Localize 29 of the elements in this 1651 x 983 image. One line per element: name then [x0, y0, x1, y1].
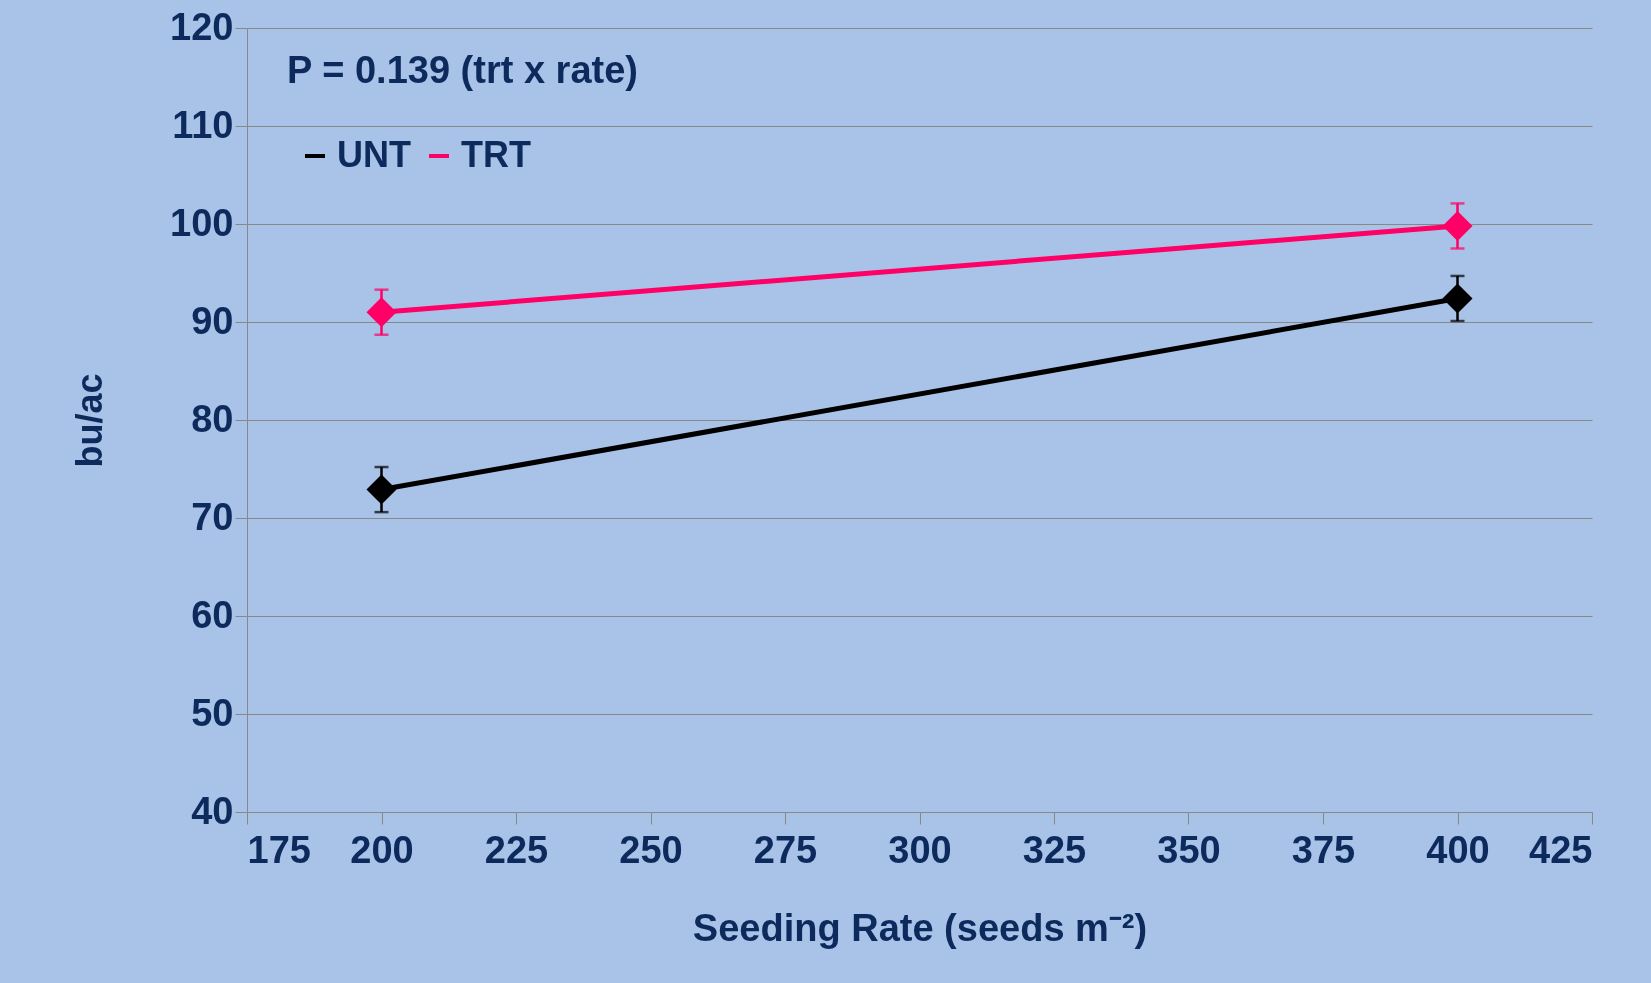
legend-label: UNT — [337, 134, 411, 175]
y-tick-label: 60 — [191, 593, 234, 636]
point — [1442, 210, 1473, 241]
x-tick-label: 300 — [888, 828, 952, 871]
x-tick-label: 325 — [1022, 828, 1087, 871]
y-tick-label: 80 — [191, 397, 234, 440]
x-tick-label: 200 — [350, 828, 414, 871]
y-tick-label: 100 — [170, 201, 234, 244]
annotation: P = 0.139 (trt x rate) — [287, 49, 638, 91]
y-tick-label: 50 — [191, 691, 234, 734]
x-tick-label: 175 — [247, 828, 311, 871]
point — [1442, 283, 1473, 314]
legend-label: TRT — [461, 134, 531, 175]
point — [366, 297, 397, 328]
y-axis-title: bu/ac — [69, 373, 111, 468]
y-tick-label: 120 — [170, 5, 234, 48]
x-tick-label: 400 — [1426, 828, 1490, 871]
x-tick-label: 275 — [753, 828, 818, 871]
point — [366, 474, 397, 505]
y-tick-label: 40 — [191, 789, 234, 832]
y-tick-label: 70 — [191, 495, 234, 538]
y-tick-label: 110 — [172, 103, 234, 146]
x-tick-label: 250 — [619, 828, 683, 871]
x-tick-label: 375 — [1291, 828, 1356, 871]
x-tick-label: 225 — [484, 828, 549, 871]
x-axis-title: Seeding Rate (seeds m⁻²) — [692, 906, 1148, 949]
y-tick-label: 90 — [191, 299, 234, 342]
x-tick-label: 350 — [1157, 828, 1221, 871]
x-tick-label: 425 — [1529, 828, 1593, 871]
